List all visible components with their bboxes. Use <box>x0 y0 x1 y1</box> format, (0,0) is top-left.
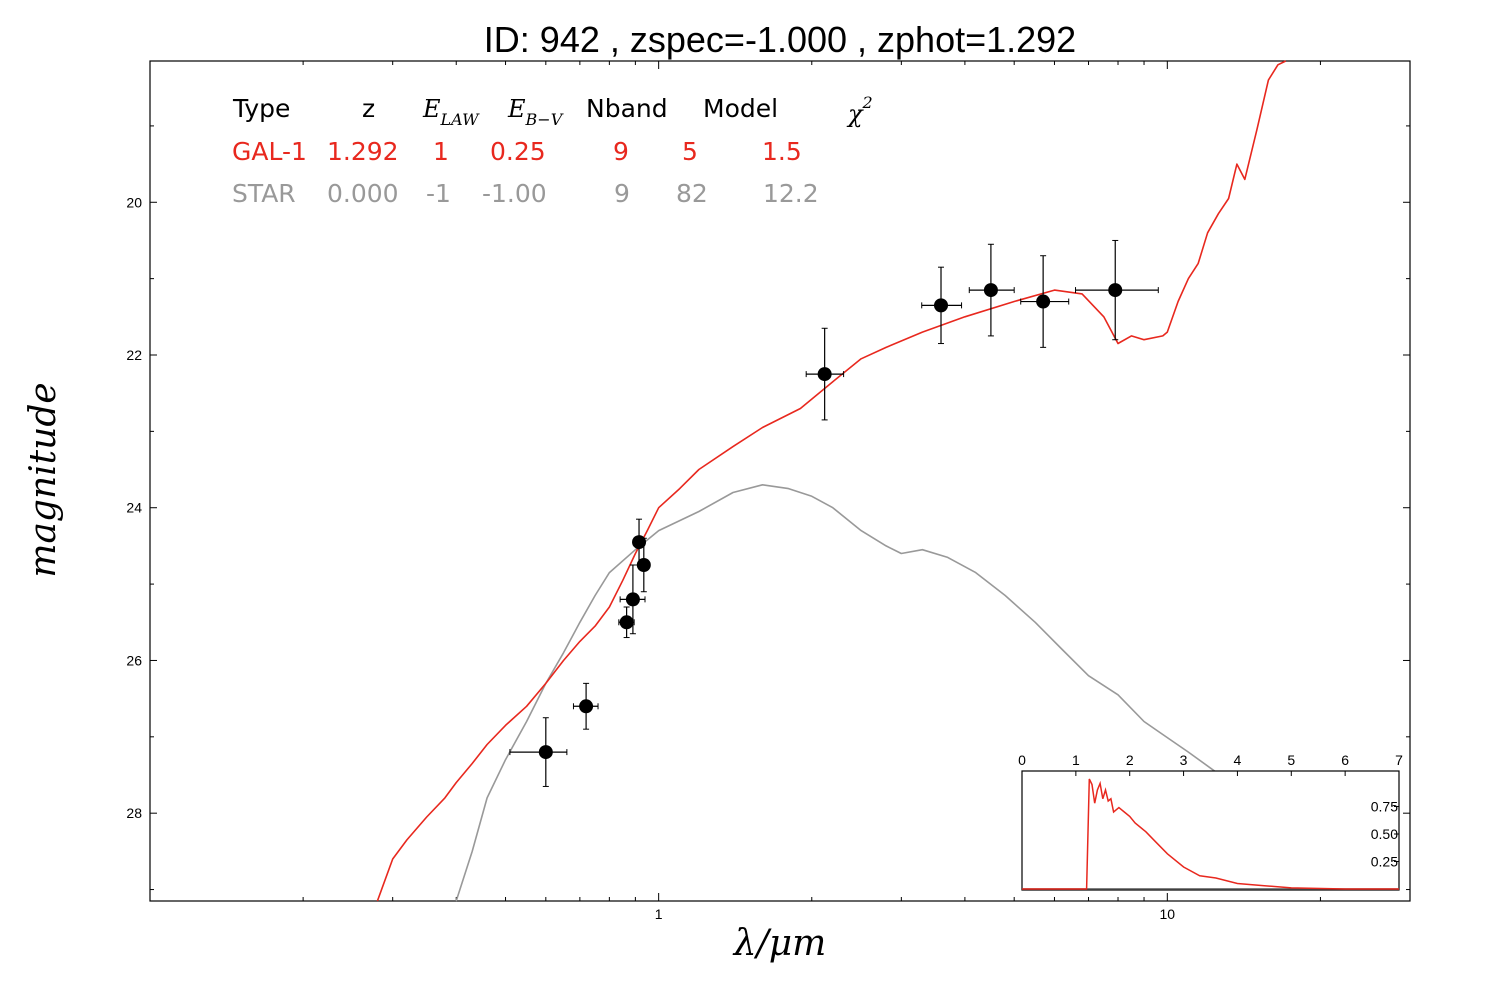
row-gal-model: 5 <box>682 137 698 166</box>
y-tick-label: 28 <box>126 805 142 821</box>
photometry-point <box>636 537 651 593</box>
header-ebv-main: E <box>507 95 526 123</box>
data-marker <box>817 367 832 382</box>
inset-x-tick-label: 6 <box>1341 752 1349 768</box>
data-marker <box>1036 294 1051 309</box>
inset-x-tick-label: 4 <box>1234 752 1242 768</box>
row-gal-chi2: 1.5 <box>762 137 802 166</box>
y-axis-label: magnitude <box>23 382 64 577</box>
row-star-chi2: 12.2 <box>763 179 819 208</box>
header-chi2-sup: 2 <box>862 93 873 112</box>
inset-y-tick-label: 0.25 <box>1371 854 1398 870</box>
header-type: Type <box>232 94 290 123</box>
header-chi2: χ2 <box>846 93 873 128</box>
inset-y-tick-label: 0.50 <box>1371 826 1398 842</box>
header-ebv: EB−V <box>507 95 564 129</box>
series-lines <box>376 60 1287 902</box>
inset-plot: 0 1 2 3 4 5 6 7 0.25 0.50 0.75 <box>1018 752 1403 891</box>
photometry-point <box>1020 255 1070 348</box>
data-marker <box>538 745 553 760</box>
photometry-point <box>1075 239 1159 341</box>
inset-y-tick-label: 0.75 <box>1371 799 1398 815</box>
table-header: Type z ELAW EB−V Nband Model χ2 <box>232 93 873 129</box>
x-axis-label: λ/μm <box>732 923 826 964</box>
photometry-point <box>805 327 845 421</box>
inset-x-tick-label: 5 <box>1287 752 1295 768</box>
data-marker <box>636 558 651 572</box>
table-row-star: STAR 0.000 -1 -1.00 9 82 12.2 <box>232 179 819 208</box>
inset-series <box>1022 778 1399 890</box>
y-tick-label: 26 <box>126 652 142 668</box>
pdz-line <box>1022 778 1399 890</box>
data-marker <box>579 699 594 714</box>
data-marker <box>1108 283 1123 298</box>
header-model: Model <box>703 94 778 123</box>
header-ebv-sub: B−V <box>525 110 564 129</box>
header-elaw-sub: LAW <box>440 110 481 129</box>
photometry-point <box>619 564 646 635</box>
x-axis-ticks: 1 10 <box>302 61 1321 922</box>
inset-x-tick-label: 7 <box>1395 752 1403 768</box>
inset-y-ticks: 0.25 0.50 0.75 <box>1371 799 1399 870</box>
row-star-elaw: -1 <box>426 179 451 208</box>
row-gal-nband: 9 <box>613 137 629 166</box>
inset-x-tick-label: 0 <box>1018 752 1026 768</box>
row-star-type: STAR <box>232 179 296 208</box>
header-elaw: ELAW <box>422 95 480 129</box>
photometry-point <box>921 266 963 345</box>
photometry-point <box>618 606 635 639</box>
y-tick-label: 24 <box>126 500 142 516</box>
x-tick-label: 1 <box>655 906 663 922</box>
inset-x-ticks: 0 1 2 3 4 5 6 7 <box>1018 752 1403 776</box>
fit-table: Type z ELAW EB−V Nband Model χ2 GAL-1 1.… <box>232 93 873 208</box>
data-marker <box>934 298 949 313</box>
galaxy-model-line <box>376 60 1287 902</box>
y-tick-label: 20 <box>126 194 142 210</box>
y-tick-label: 22 <box>126 347 142 363</box>
row-gal-ebv: 0.25 <box>490 137 546 166</box>
row-star-z: 0.000 <box>327 179 399 208</box>
data-marker <box>625 592 640 607</box>
inset-x-tick-label: 2 <box>1126 752 1134 768</box>
row-star-ebv: -1.00 <box>482 179 547 208</box>
star-model-line <box>455 484 1287 902</box>
photometry-points <box>509 239 1159 787</box>
header-nband: Nband <box>586 94 668 123</box>
data-marker <box>619 615 634 630</box>
data-marker <box>983 283 998 298</box>
inset-frame <box>1021 770 1400 891</box>
row-gal-z: 1.292 <box>327 137 399 166</box>
header-elaw-main: E <box>422 95 441 123</box>
header-z: z <box>362 94 375 123</box>
inset-x-tick-label: 3 <box>1180 752 1188 768</box>
plot-frame <box>149 60 1411 902</box>
x-tick-label: 10 <box>1160 906 1176 922</box>
table-row-gal: GAL-1 1.292 1 0.25 9 5 1.5 <box>232 137 802 166</box>
row-gal-elaw: 1 <box>433 137 449 166</box>
photometry-point <box>968 243 1015 337</box>
inset-x-tick-label: 1 <box>1072 752 1080 768</box>
row-star-model: 82 <box>676 179 708 208</box>
row-gal-type: GAL-1 <box>232 137 307 166</box>
row-star-nband: 9 <box>614 179 630 208</box>
chart-title: ID: 942 , zspec=-1.000 , zphot=1.292 <box>484 19 1076 60</box>
photometry-point <box>572 682 599 730</box>
photometry-point <box>509 717 568 787</box>
header-chi2-main: χ <box>846 100 864 128</box>
